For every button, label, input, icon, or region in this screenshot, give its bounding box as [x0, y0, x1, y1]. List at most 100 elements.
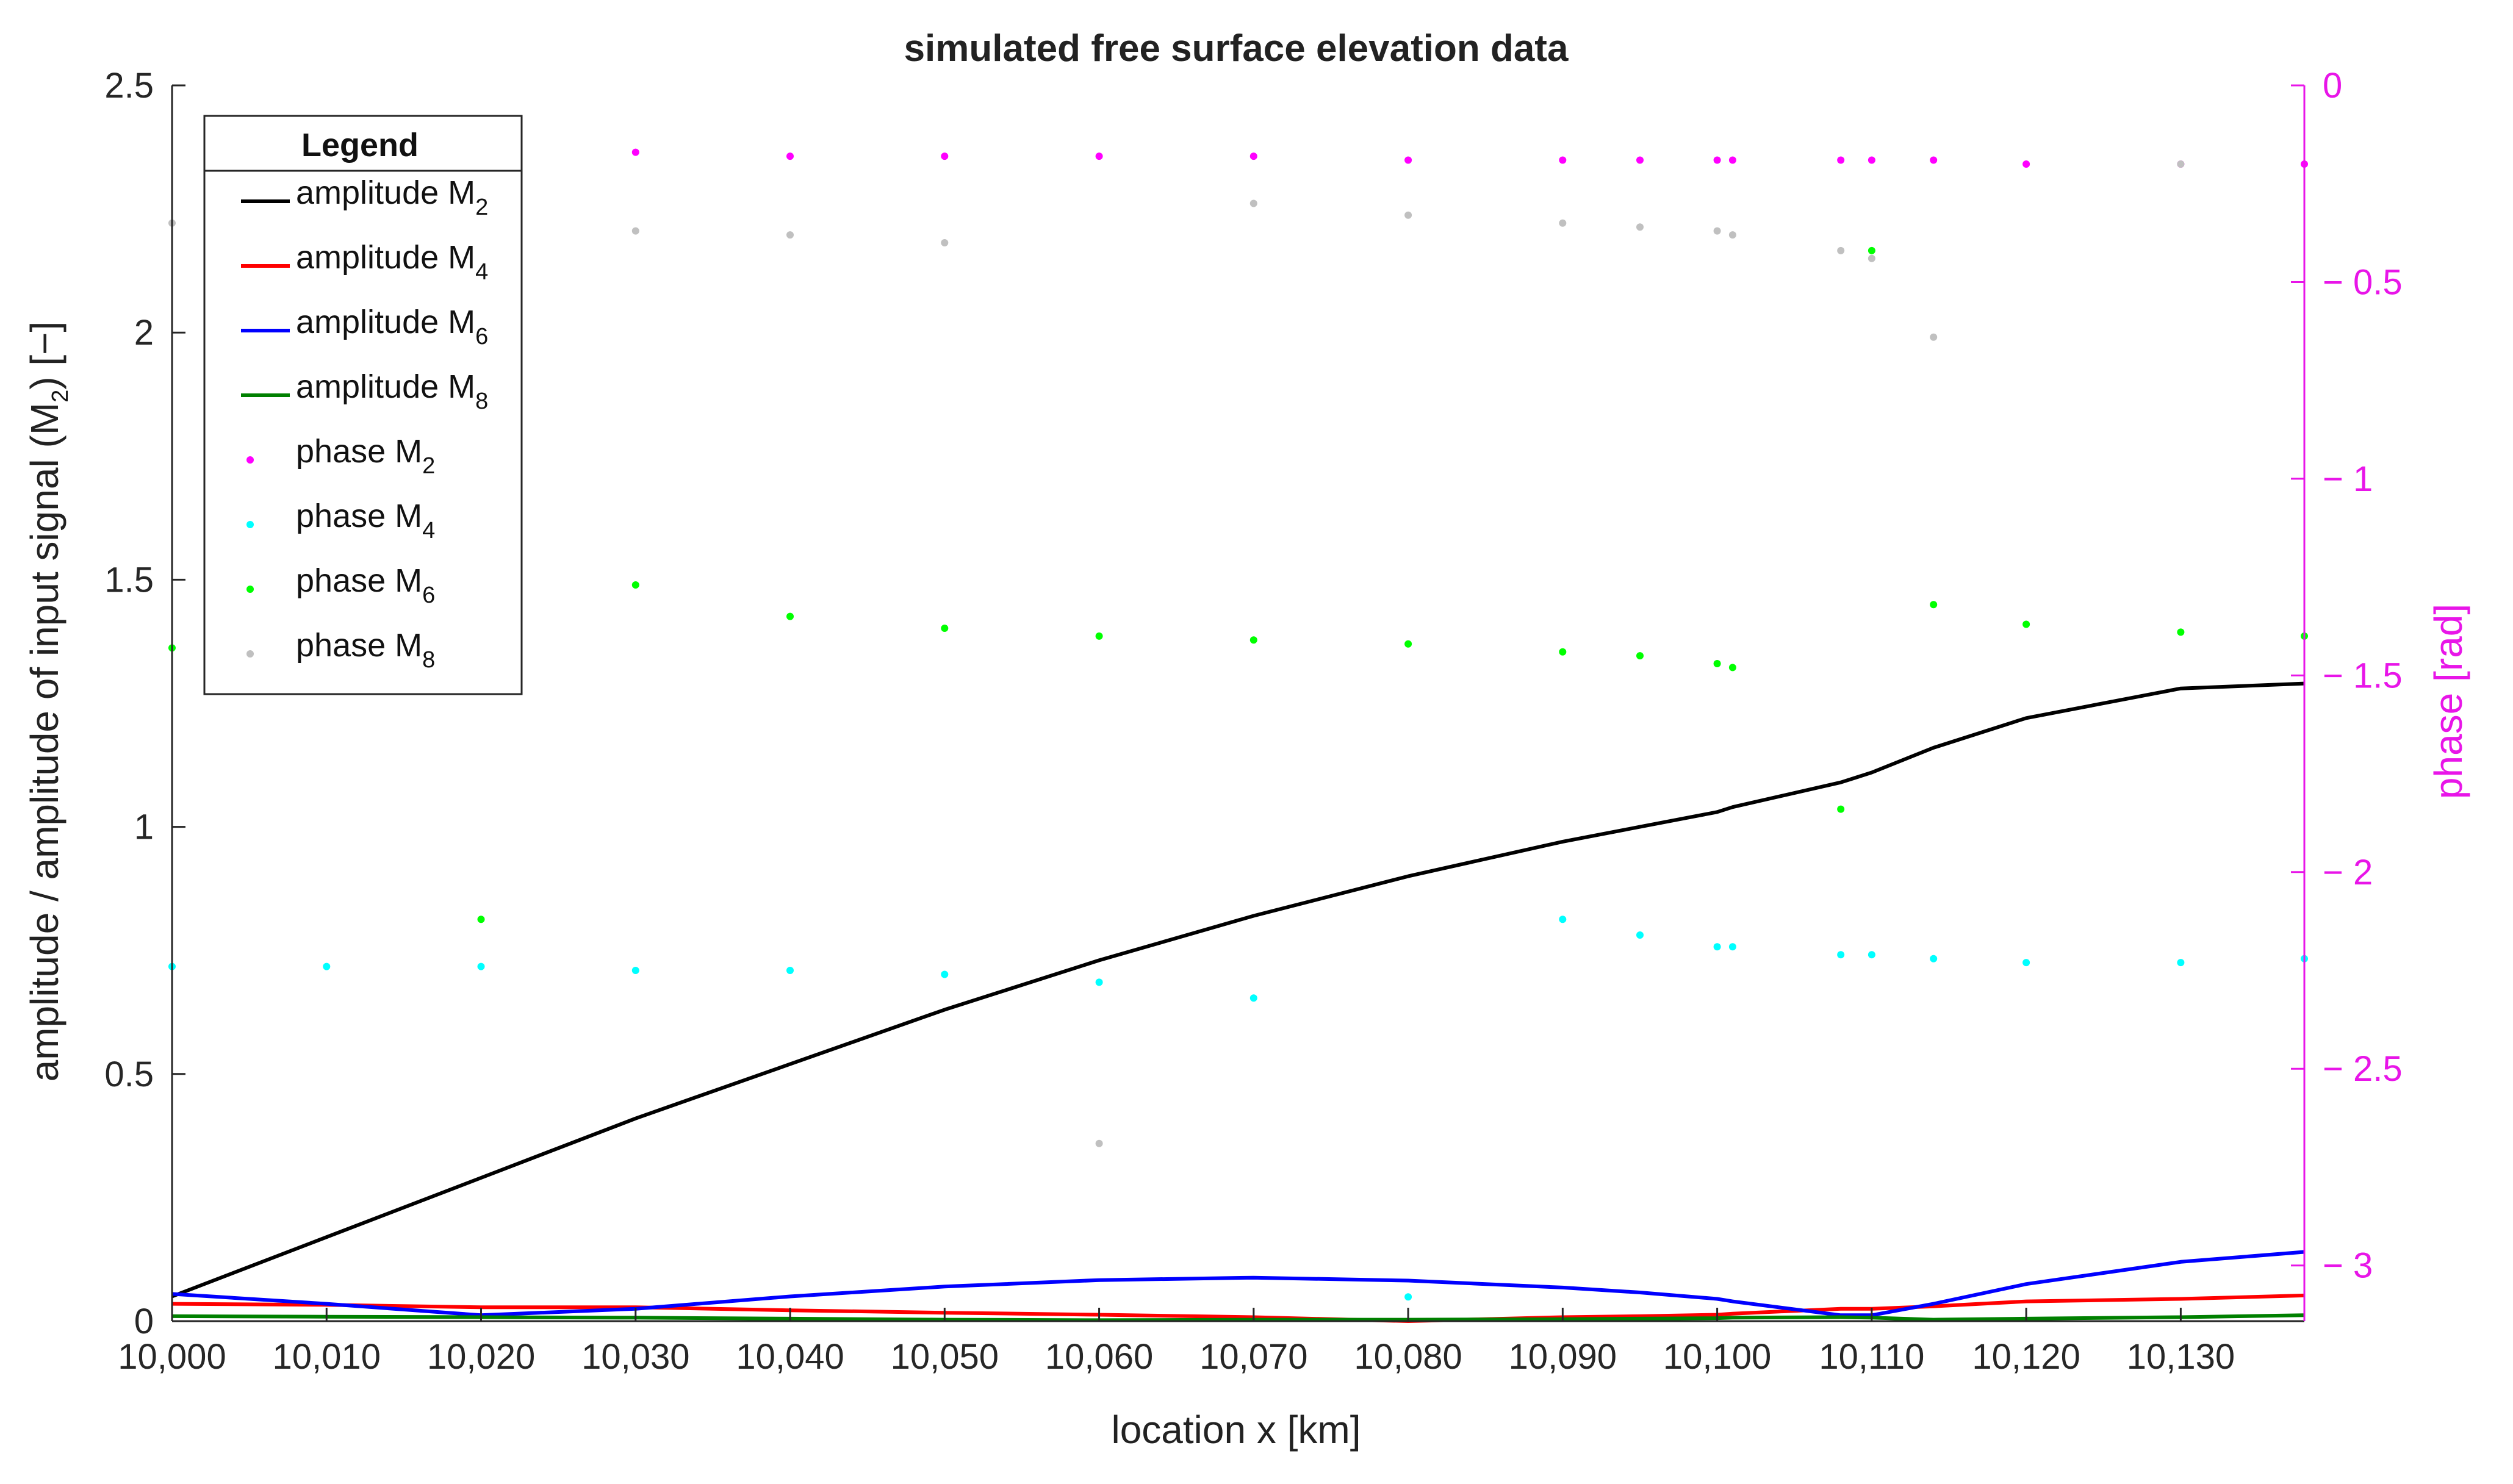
y-tick-label: 0 [134, 1302, 154, 1341]
chart-title: simulated free surface elevation data [904, 27, 1569, 70]
point-phase-m4-16 [2022, 959, 2030, 967]
point-phase-m4-4 [786, 967, 794, 974]
legend-label: phase M4 [296, 498, 435, 543]
x-tick-label: 10,040 [736, 1337, 844, 1377]
point-phase-m6-11 [1713, 660, 1721, 667]
x-ticks: 10,000 10,010 10,020 10,030 10,040 10,050 10,0… [118, 1308, 2235, 1377]
point-phase-m4-7 [1249, 994, 1257, 1002]
point-phase-m6-12 [1728, 664, 1736, 672]
point-phase-m4-2 [477, 962, 485, 970]
legend-label-sub: 8 [422, 647, 435, 673]
point-phase-m2-15 [1930, 156, 1938, 164]
point-phase-m2-12 [1728, 156, 1736, 164]
y-tick-label: 0.5 [104, 1055, 154, 1094]
y-axis-label-sub: 2 [48, 390, 73, 403]
x-tick-label: 10,090 [1509, 1337, 1617, 1377]
point-phase-m4-9 [1559, 916, 1567, 923]
point-phase-m2-6 [1095, 152, 1103, 160]
y2-tick-label: 0 [2323, 66, 2342, 106]
x-tick-label: 10,100 [1663, 1337, 1771, 1377]
point-phase-m6-17 [2177, 628, 2185, 636]
x-tick-label: 10,120 [1972, 1337, 2080, 1377]
y2-tick-label: − 0.5 [2323, 262, 2403, 302]
legend-label-sub: 2 [475, 195, 488, 220]
y-tick-label: 1.5 [104, 560, 154, 600]
point-phase-m6-8 [1404, 640, 1412, 648]
point-phase-m6-6 [1095, 632, 1103, 640]
plot-area [172, 85, 2304, 1321]
point-phase-m2-3 [631, 148, 639, 156]
x-tick-label: 10,000 [118, 1337, 226, 1377]
y2-ticks: 0 − 0.5 − 1 − 1.5 − 2 − 2.5 − 3 [2291, 66, 2403, 1286]
legend-label: amplitude M4 [296, 239, 488, 285]
legend-label-sub: 8 [475, 389, 488, 414]
legend-title: Legend [301, 127, 419, 163]
point-phase-m8-11 [1713, 227, 1721, 235]
legend-label-main: phase M [296, 627, 422, 664]
x-tick-label: 10,020 [427, 1337, 535, 1377]
legend-label: phase M8 [296, 627, 435, 673]
x-tick-label: 10,080 [1354, 1337, 1462, 1377]
y2-tick-label: − 1.5 [2323, 656, 2403, 695]
legend-label-main: phase M [296, 433, 422, 470]
series-line-amplitude-m2 [171, 681, 2305, 1299]
point-phase-m6-5 [941, 625, 949, 632]
point-phase-m4-5 [941, 970, 949, 978]
point-phase-m8-12 [1728, 231, 1736, 239]
point-phase-m2-14 [1868, 156, 1875, 164]
point-phase-m2-5 [941, 152, 949, 160]
axes [171, 85, 2306, 1322]
point-phase-m8-3 [631, 227, 639, 235]
point-phase-m6-7 [1249, 636, 1257, 644]
legend-swatch-marker [246, 521, 254, 528]
x-tick-label: 10,110 [1819, 1337, 1924, 1377]
point-phase-m6-2 [477, 916, 485, 923]
point-phase-m8-8 [1404, 211, 1412, 219]
y-tick-label: 2 [134, 313, 154, 353]
legend-label: amplitude M6 [296, 304, 488, 349]
legend-label-sub: 4 [475, 259, 488, 285]
point-phase-m4-15 [1930, 955, 1938, 962]
legend-label-sub: 6 [422, 582, 435, 608]
point-phase-m2-9 [1559, 156, 1567, 164]
legend-swatch-marker [246, 586, 254, 593]
point-phase-m2-7 [1249, 152, 1257, 160]
x-tick-label: 10,030 [581, 1337, 689, 1377]
y2-tick-label: − 1 [2323, 459, 2373, 499]
y2-tick-label: − 2 [2323, 853, 2373, 892]
point-phase-m4-13 [1837, 951, 1845, 959]
point-phase-m6-14 [1868, 246, 1875, 254]
legend-label: phase M2 [296, 433, 435, 479]
y-axis-label-suffix: ) [−] [23, 321, 67, 390]
legend-label-main: phase M [296, 498, 422, 534]
legend-label: phase M6 [296, 562, 435, 608]
y2-tick-label: − 3 [2323, 1246, 2373, 1286]
point-phase-m8-13 [1837, 246, 1845, 254]
point-phase-m6-4 [786, 612, 794, 620]
point-phase-m8-14 [1868, 254, 1875, 262]
point-phase-m2-10 [1636, 156, 1644, 164]
point-phase-m4-11 [1713, 943, 1721, 951]
point-phase-m4-14 [1868, 951, 1875, 959]
point-phase-m6-15 [1930, 601, 1938, 609]
point-phase-m4-10 [1636, 931, 1644, 939]
point-phase-m4-6 [1095, 978, 1103, 986]
point-phase-m2-13 [1837, 156, 1845, 164]
x-axis-label: location x [km] [1111, 1408, 1361, 1452]
point-phase-m2-4 [786, 152, 794, 160]
x-tick-label: 10,010 [273, 1337, 381, 1377]
legend-label-sub: 6 [475, 324, 488, 349]
point-phase-m8-7 [1249, 199, 1257, 207]
point-phase-m8-6 [1095, 1139, 1103, 1147]
point-phase-m6-9 [1559, 648, 1567, 656]
point-phase-m6-3 [631, 581, 639, 589]
legend-swatch-marker [246, 650, 254, 658]
point-phase-m8-9 [1559, 219, 1567, 227]
legend-label-main: amplitude M [296, 239, 475, 276]
legend-label-main: amplitude M [296, 304, 475, 340]
legend-label-main: amplitude M [296, 368, 475, 405]
legend-swatch-marker [246, 456, 254, 464]
y-ticks: 0 0.5 1 1.5 2 2.5 [104, 66, 185, 1341]
